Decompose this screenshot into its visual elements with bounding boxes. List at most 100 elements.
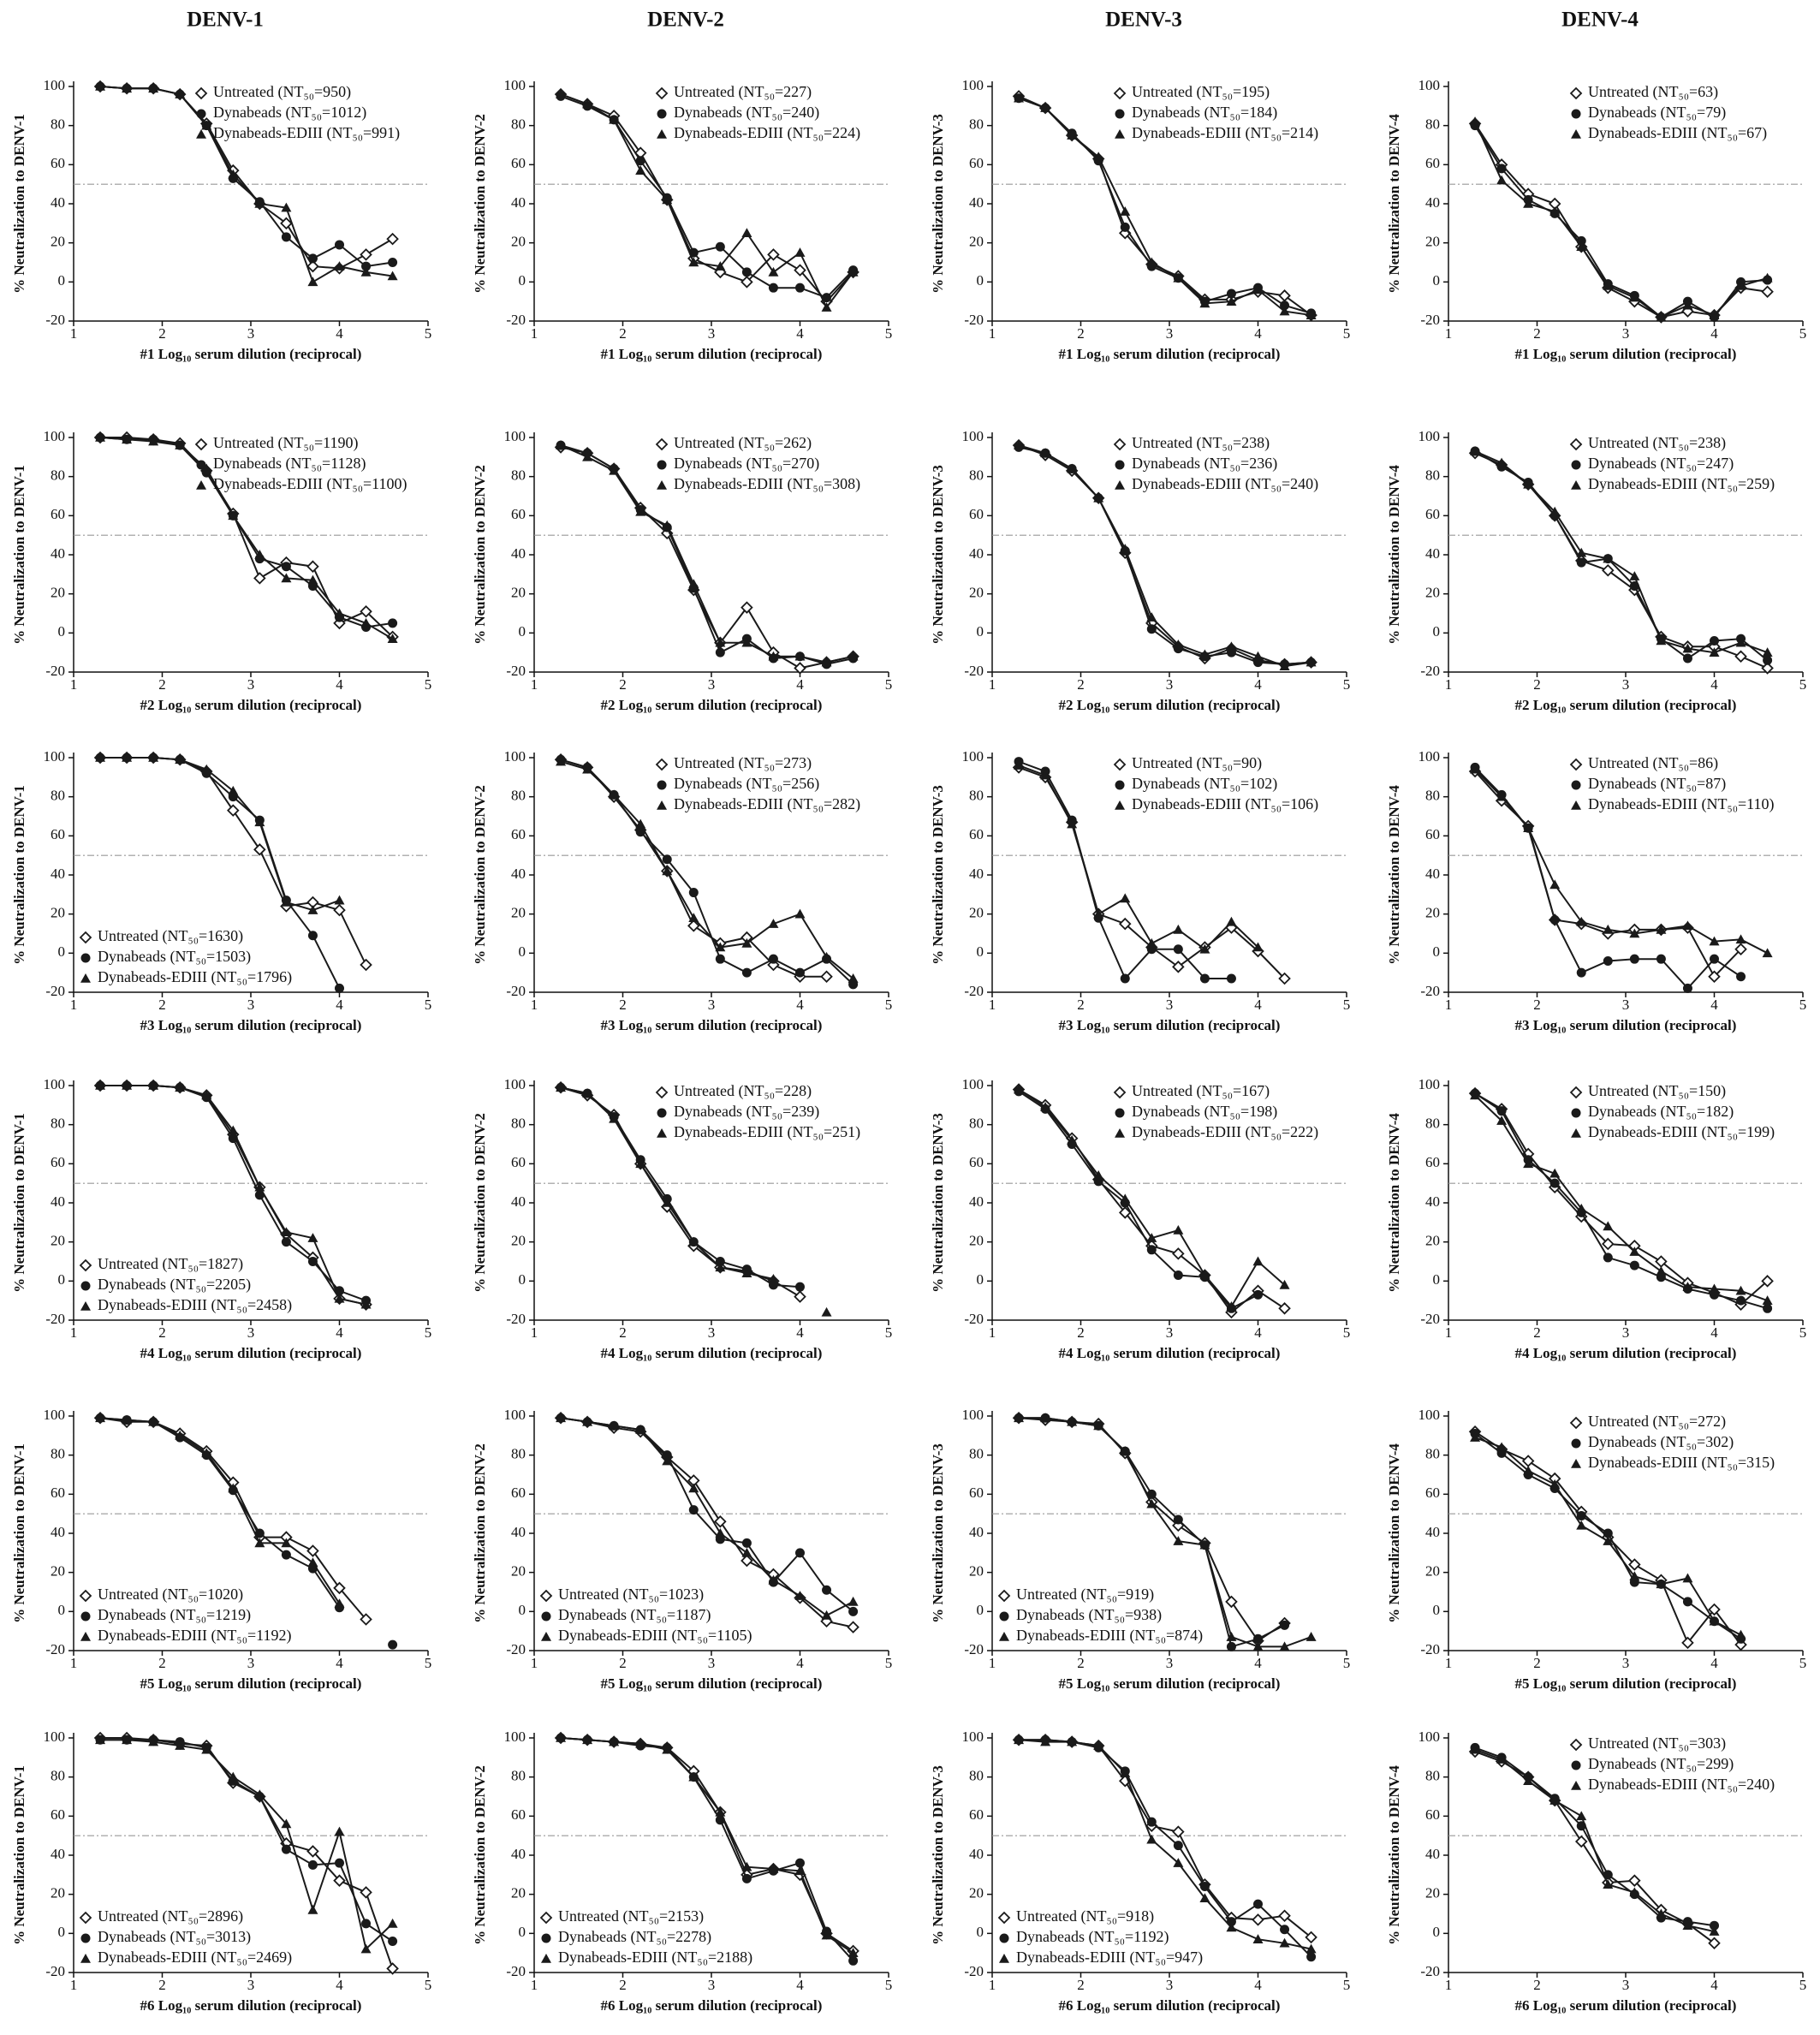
marker	[1682, 1282, 1693, 1291]
x-tick-label: 4	[1710, 1655, 1718, 1671]
legend-label: Dynabeads-EDIII (NT₅₀=259)	[1588, 475, 1775, 493]
x-tick-label: 5	[425, 1655, 432, 1671]
x-tick-label: 1	[70, 1977, 78, 1993]
x-tick-label: 1	[1445, 325, 1453, 342]
marker	[541, 1632, 551, 1641]
x-axis-label: #6 Log₁₀ serum dilution (reciprocal)	[601, 1997, 823, 2014]
marker	[254, 1181, 265, 1192]
legend-label: Dynabeads (NT₅₀=236)	[1132, 455, 1277, 473]
y-tick-label: 60	[969, 1806, 984, 1823]
marker	[1253, 1899, 1263, 1909]
marker	[556, 440, 567, 449]
marker	[1199, 649, 1210, 659]
marker	[662, 1455, 673, 1466]
y-tick-label: 20	[969, 905, 984, 921]
marker	[80, 1611, 91, 1621]
y-tick-label: 20	[969, 585, 984, 601]
marker	[1576, 967, 1586, 978]
y-tick-label: 40	[511, 1524, 526, 1540]
series-line	[1018, 444, 1311, 668]
marker	[582, 1416, 593, 1426]
marker	[122, 434, 133, 444]
marker	[175, 754, 186, 765]
x-axis-label: #1 Log₁₀ serum dilution (reciprocal)	[601, 346, 823, 362]
x-tick-label: 1	[70, 1655, 78, 1671]
marker	[662, 1744, 673, 1754]
legend-label: Dynabeads (NT₅₀=79)	[1588, 104, 1726, 122]
marker	[715, 1262, 726, 1272]
marker	[201, 120, 212, 130]
marker	[1306, 1952, 1317, 1962]
marker	[999, 1611, 1009, 1621]
marker	[1199, 1539, 1210, 1550]
x-tick-label: 3	[1166, 1324, 1174, 1341]
legend-label: Dynabeads-EDIII (NT₅₀=282)	[674, 795, 860, 813]
panel: -20 0 20 40 60 80 100 1 2 3 4 5 #6 Log₁₀ serum dilut…	[930, 1729, 1350, 2014]
marker	[1603, 1879, 1614, 1889]
marker	[254, 817, 265, 827]
marker	[794, 662, 806, 675]
y-tick-label: 80	[511, 1116, 526, 1132]
y-tick-label: 40	[1425, 1524, 1440, 1540]
marker	[1173, 1514, 1183, 1525]
y-tick-label: -20	[506, 1641, 526, 1657]
legend-label: Dynabeads-EDIII (NT₅₀=991)	[213, 124, 400, 142]
x-tick-label: 4	[796, 997, 804, 1013]
x-tick-label: 3	[708, 1977, 716, 1993]
y-axis-label: % Neutralization to DENV-3	[930, 465, 946, 645]
y-axis-label: % Neutralization to DENV-3	[930, 114, 946, 294]
marker	[388, 1936, 398, 1946]
marker	[848, 1948, 859, 1957]
marker	[1603, 924, 1614, 934]
marker	[539, 1589, 553, 1603]
marker	[609, 1420, 620, 1431]
marker	[361, 261, 372, 271]
y-tick-label: 0	[977, 943, 984, 960]
y-tick-label: 100	[962, 77, 984, 93]
marker	[196, 129, 207, 139]
marker	[1226, 1301, 1237, 1311]
legend-label: Untreated (NT₅₀=918)	[1016, 1907, 1154, 1925]
y-tick-label: 40	[1425, 1193, 1440, 1210]
y-tick-label: 60	[969, 1485, 984, 1501]
marker	[1576, 1510, 1586, 1520]
marker	[80, 973, 91, 983]
x-tick-label: 1	[989, 1324, 996, 1341]
marker	[148, 1416, 159, 1426]
x-tick-label: 1	[1445, 676, 1453, 693]
marker	[582, 1735, 593, 1745]
marker	[1549, 1178, 1560, 1188]
marker	[307, 1557, 318, 1568]
legend-label: Untreated (NT₅₀=195)	[1132, 83, 1270, 101]
marker	[657, 1128, 668, 1138]
marker	[655, 86, 669, 100]
marker	[1118, 917, 1132, 931]
y-tick-label: 40	[511, 194, 526, 211]
x-tick-label: 4	[336, 676, 343, 693]
marker	[1603, 280, 1614, 290]
marker	[175, 440, 186, 449]
y-tick-label: 80	[969, 116, 984, 133]
marker	[820, 970, 833, 984]
marker	[254, 1789, 265, 1800]
marker	[655, 437, 669, 451]
y-tick-label: 20	[1425, 1885, 1440, 1901]
x-tick-label: 3	[708, 1655, 716, 1671]
marker	[281, 573, 292, 583]
y-tick-label: -20	[964, 1963, 984, 1979]
marker	[1571, 1781, 1582, 1790]
marker	[228, 1125, 239, 1135]
x-tick-label: 5	[885, 676, 893, 693]
series-line	[560, 759, 854, 985]
y-tick-label: 40	[1425, 545, 1440, 562]
marker	[688, 913, 699, 923]
marker	[175, 89, 186, 98]
x-tick-label: 2	[1077, 1324, 1085, 1341]
y-tick-label: 100	[1419, 1407, 1441, 1423]
marker	[194, 437, 208, 451]
marker	[281, 232, 291, 242]
legend-label: Dynabeads-EDIII (NT₅₀=2188)	[558, 1949, 752, 1967]
series-line	[560, 760, 854, 979]
y-tick-label: -20	[1420, 663, 1440, 679]
marker	[307, 253, 318, 264]
